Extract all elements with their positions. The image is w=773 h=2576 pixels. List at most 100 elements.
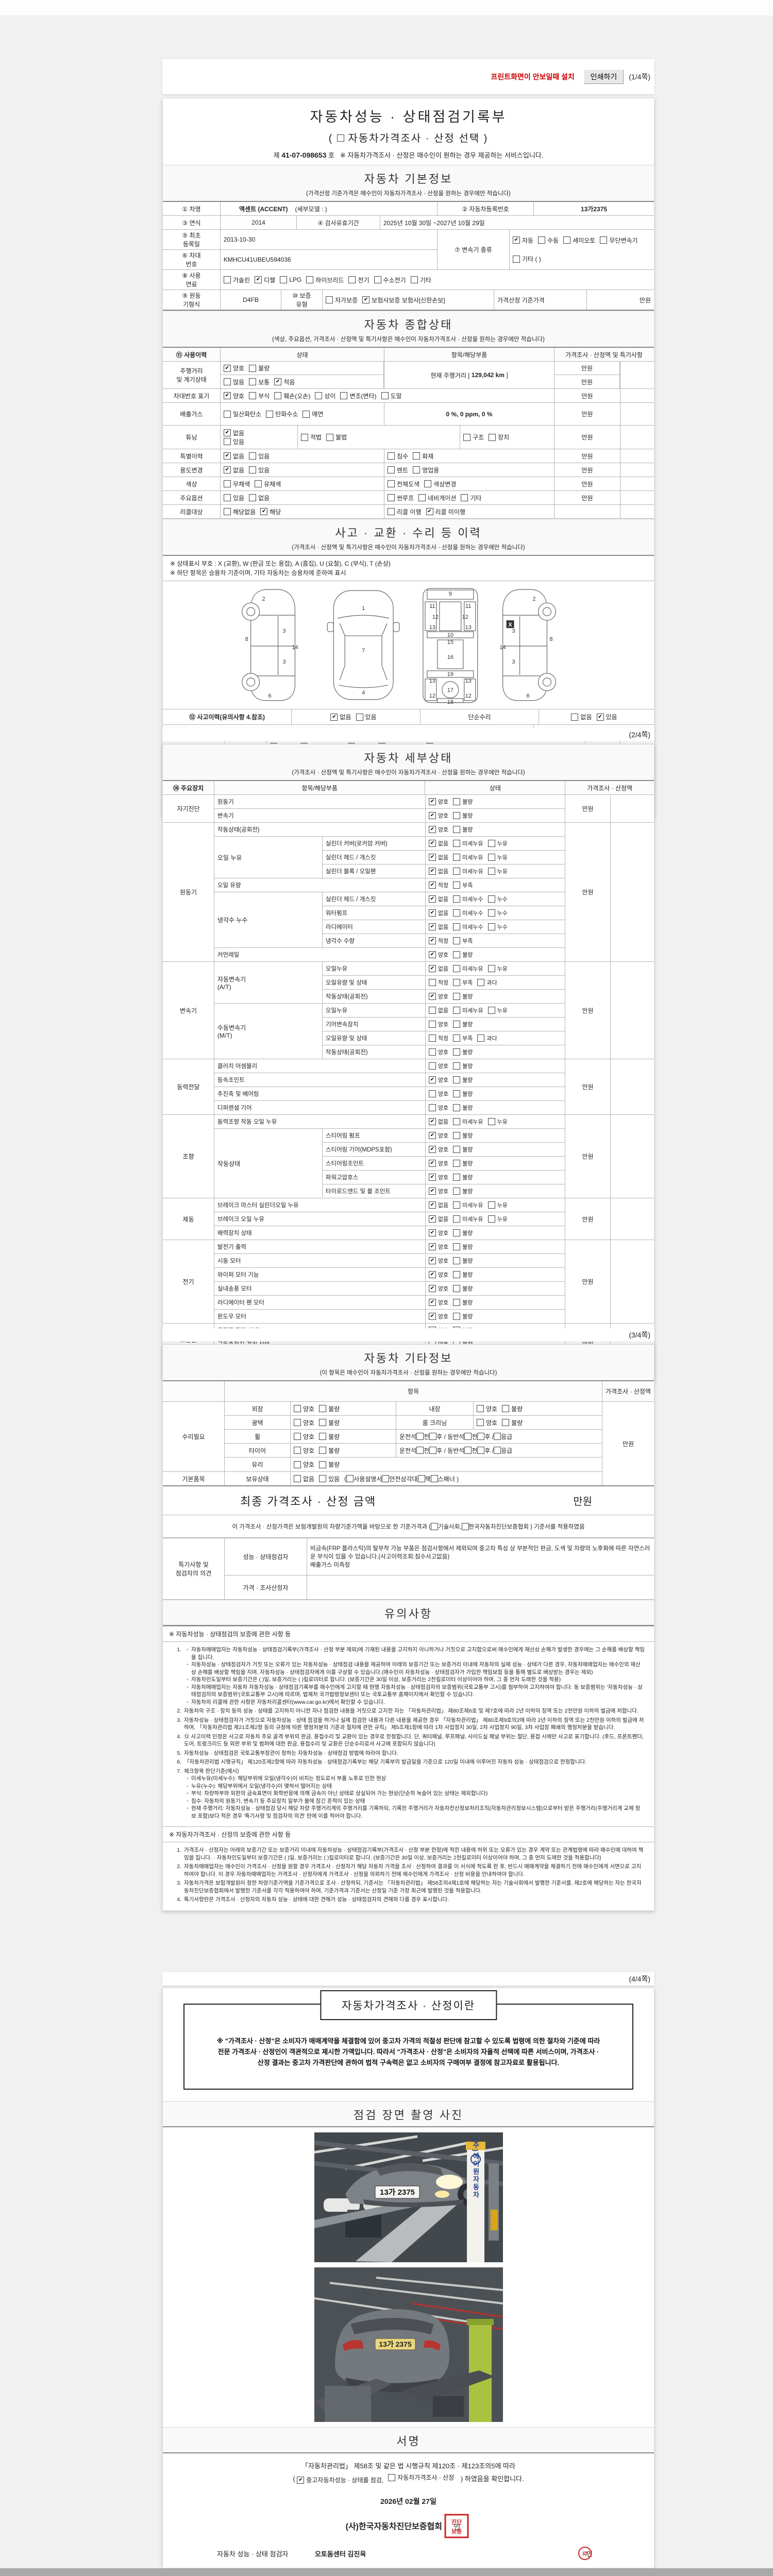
unchecked-box-icon[interactable] — [294, 1405, 301, 1412]
checkbox-적정[interactable]: 적정 — [428, 1034, 448, 1042]
checkbox-불량[interactable]: 불량 — [453, 951, 473, 959]
checkbox-양호[interactable]: ✔ 양호 — [224, 364, 244, 372]
checkbox-없음[interactable]: ✔없음 — [428, 839, 448, 848]
checkbox-양호[interactable]: ✔ 양호 — [428, 1145, 448, 1154]
checked-box-icon[interactable]: ✔ — [362, 296, 370, 303]
unchecked-box-icon[interactable] — [453, 1021, 461, 1028]
checkbox-부족[interactable]: 부족 — [453, 1034, 473, 1042]
unchecked-box-icon[interactable] — [453, 1243, 461, 1250]
unchecked-box-icon[interactable] — [489, 433, 496, 441]
unchecked-box-icon[interactable] — [488, 895, 495, 903]
unchecked-box-icon[interactable] — [249, 378, 257, 385]
unchecked-box-icon[interactable] — [429, 1433, 437, 1440]
unchecked-box-icon[interactable] — [326, 296, 333, 303]
checkbox-부족[interactable]: 부족 — [453, 881, 473, 889]
unchecked-box-icon[interactable] — [319, 1419, 327, 1426]
checkbox-디젤[interactable]: ✔ 디젤 — [255, 276, 275, 284]
checkbox-없음[interactable]: 없음 — [571, 713, 592, 721]
checked-box-icon[interactable]: ✔ — [224, 466, 231, 473]
checked-box-icon[interactable]: ✔ — [596, 713, 604, 721]
unchecked-box-icon[interactable] — [416, 1447, 424, 1454]
checkbox-적음[interactable]: ✔ 적음 — [274, 378, 295, 386]
checkbox-누수[interactable]: 누수 — [488, 909, 508, 917]
checkbox-누수[interactable]: 누수 — [488, 895, 508, 903]
unchecked-box-icon[interactable] — [453, 1271, 461, 1278]
unchecked-box-icon[interactable] — [413, 452, 421, 460]
checkbox-양호[interactable]: ✔ 양호 — [428, 1187, 448, 1195]
unchecked-box-icon[interactable] — [294, 1433, 301, 1440]
checkbox-과다[interactable]: 과다 — [477, 978, 497, 987]
checkbox-양호[interactable]: ✔ 양호 — [428, 1312, 448, 1320]
unchecked-box-icon[interactable] — [453, 1257, 461, 1264]
unchecked-box-icon[interactable] — [374, 276, 381, 283]
unchecked-box-icon[interactable] — [255, 480, 262, 487]
unchecked-box-icon[interactable] — [453, 882, 461, 889]
checkbox-양호[interactable]: ✔ 양호 — [428, 1173, 448, 1181]
unchecked-box-icon[interactable] — [453, 1201, 461, 1209]
checkbox-미세누유[interactable]: 미세누유 — [453, 1215, 483, 1223]
checkbox-불량[interactable]: 불량 — [502, 1418, 523, 1427]
checkbox-부족[interactable]: 부족 — [453, 937, 473, 945]
checkbox-없음[interactable]: ✔없음 — [224, 466, 244, 474]
checkbox-과다[interactable]: 과다 — [477, 1034, 497, 1042]
checked-box-icon[interactable]: ✔ — [513, 236, 520, 244]
unchecked-box-icon[interactable] — [413, 466, 421, 473]
unchecked-box-icon[interactable] — [294, 1419, 301, 1426]
checkbox-누유[interactable]: 누유 — [488, 1117, 508, 1126]
unchecked-box-icon[interactable] — [494, 1433, 501, 1440]
checkbox-양호[interactable]: 양호 — [294, 1446, 314, 1455]
unchecked-box-icon[interactable] — [453, 1285, 461, 1292]
checkbox-불량[interactable]: 불량 — [453, 1145, 473, 1154]
unchecked-box-icon[interactable] — [477, 1035, 485, 1042]
unchecked-box-icon[interactable] — [453, 1229, 461, 1236]
unchecked-box-icon[interactable] — [431, 1522, 439, 1530]
checkbox-불량[interactable]: 불량 — [319, 1418, 340, 1427]
checkbox-자동[interactable]: ✔ 자동 — [513, 236, 533, 245]
unchecked-box-icon[interactable] — [319, 1447, 327, 1454]
unchecked-box-icon[interactable] — [224, 480, 231, 487]
checked-box-icon[interactable]: ✔ — [428, 1146, 436, 1153]
checkbox-없음[interactable]: ✔없음 — [428, 1215, 448, 1223]
checked-box-icon[interactable]: ✔ — [428, 1076, 436, 1083]
unchecked-box-icon[interactable] — [461, 1522, 469, 1530]
checked-box-icon[interactable]: ✔ — [428, 1132, 436, 1139]
checked-box-icon[interactable]: ✔ — [428, 1201, 436, 1209]
checkbox-없음[interactable]: ✔없음 — [428, 853, 448, 861]
checkbox-썬루프[interactable]: 썬루프 — [388, 494, 414, 502]
checkbox-없음[interactable]: 없음 — [428, 1006, 448, 1014]
unchecked-box-icon[interactable] — [428, 1062, 436, 1070]
checkbox-미세누유[interactable]: 미세누유 — [453, 1117, 483, 1126]
checked-box-icon[interactable]: ✔ — [428, 895, 436, 903]
checkbox-있음[interactable]: 있음 — [224, 437, 244, 446]
checked-box-icon[interactable]: ✔ — [428, 1299, 436, 1306]
checkbox-미세누유[interactable]: 미세누유 — [453, 839, 483, 848]
checked-box-icon[interactable]: ✔ — [428, 826, 436, 833]
checkbox-불법[interactable]: 불법 — [326, 433, 347, 442]
checkbox-양호[interactable]: ✔ 양호 — [428, 1229, 448, 1237]
checkbox-누유[interactable]: 누유 — [488, 867, 508, 875]
checked-box-icon[interactable]: ✔ — [428, 951, 436, 958]
checkbox-있음[interactable]: ✔ 있음 — [596, 713, 617, 721]
checked-box-icon[interactable]: ✔ — [428, 1243, 436, 1250]
checked-box-icon[interactable]: ✔ — [428, 1285, 436, 1292]
checkbox-불량[interactable]: 불량 — [453, 1090, 473, 1098]
checkbox-불량[interactable]: 불량 — [453, 992, 473, 1001]
checkbox-가솔린[interactable]: 가솔린 — [224, 276, 250, 284]
unchecked-box-icon[interactable] — [453, 798, 461, 805]
unchecked-box-icon[interactable] — [488, 1201, 495, 1209]
checkbox-부족[interactable]: 부족 — [453, 978, 473, 987]
checked-box-icon[interactable]: ✔ — [428, 1188, 436, 1195]
checkbox-양호[interactable]: ✔ 양호 — [428, 1270, 448, 1279]
checked-box-icon[interactable]: ✔ — [274, 378, 282, 385]
checkbox-보통[interactable]: 보통 — [249, 378, 270, 386]
unchecked-box-icon[interactable] — [453, 1132, 461, 1139]
checkbox-LPG[interactable]: LPG — [280, 276, 301, 283]
checked-box-icon[interactable]: ✔ — [260, 508, 268, 515]
checkbox-없음[interactable]: ✔없음 — [224, 452, 244, 461]
checkbox-양호[interactable]: ✔ 양호 — [428, 1076, 448, 1084]
checkbox-양호[interactable]: 양호 — [294, 1460, 314, 1469]
unchecked-box-icon[interactable] — [428, 1007, 436, 1014]
checkbox-없음[interactable]: ✔없음 — [428, 1117, 448, 1126]
unchecked-box-icon[interactable] — [563, 236, 571, 244]
checked-box-icon[interactable]: ✔ — [224, 452, 231, 460]
